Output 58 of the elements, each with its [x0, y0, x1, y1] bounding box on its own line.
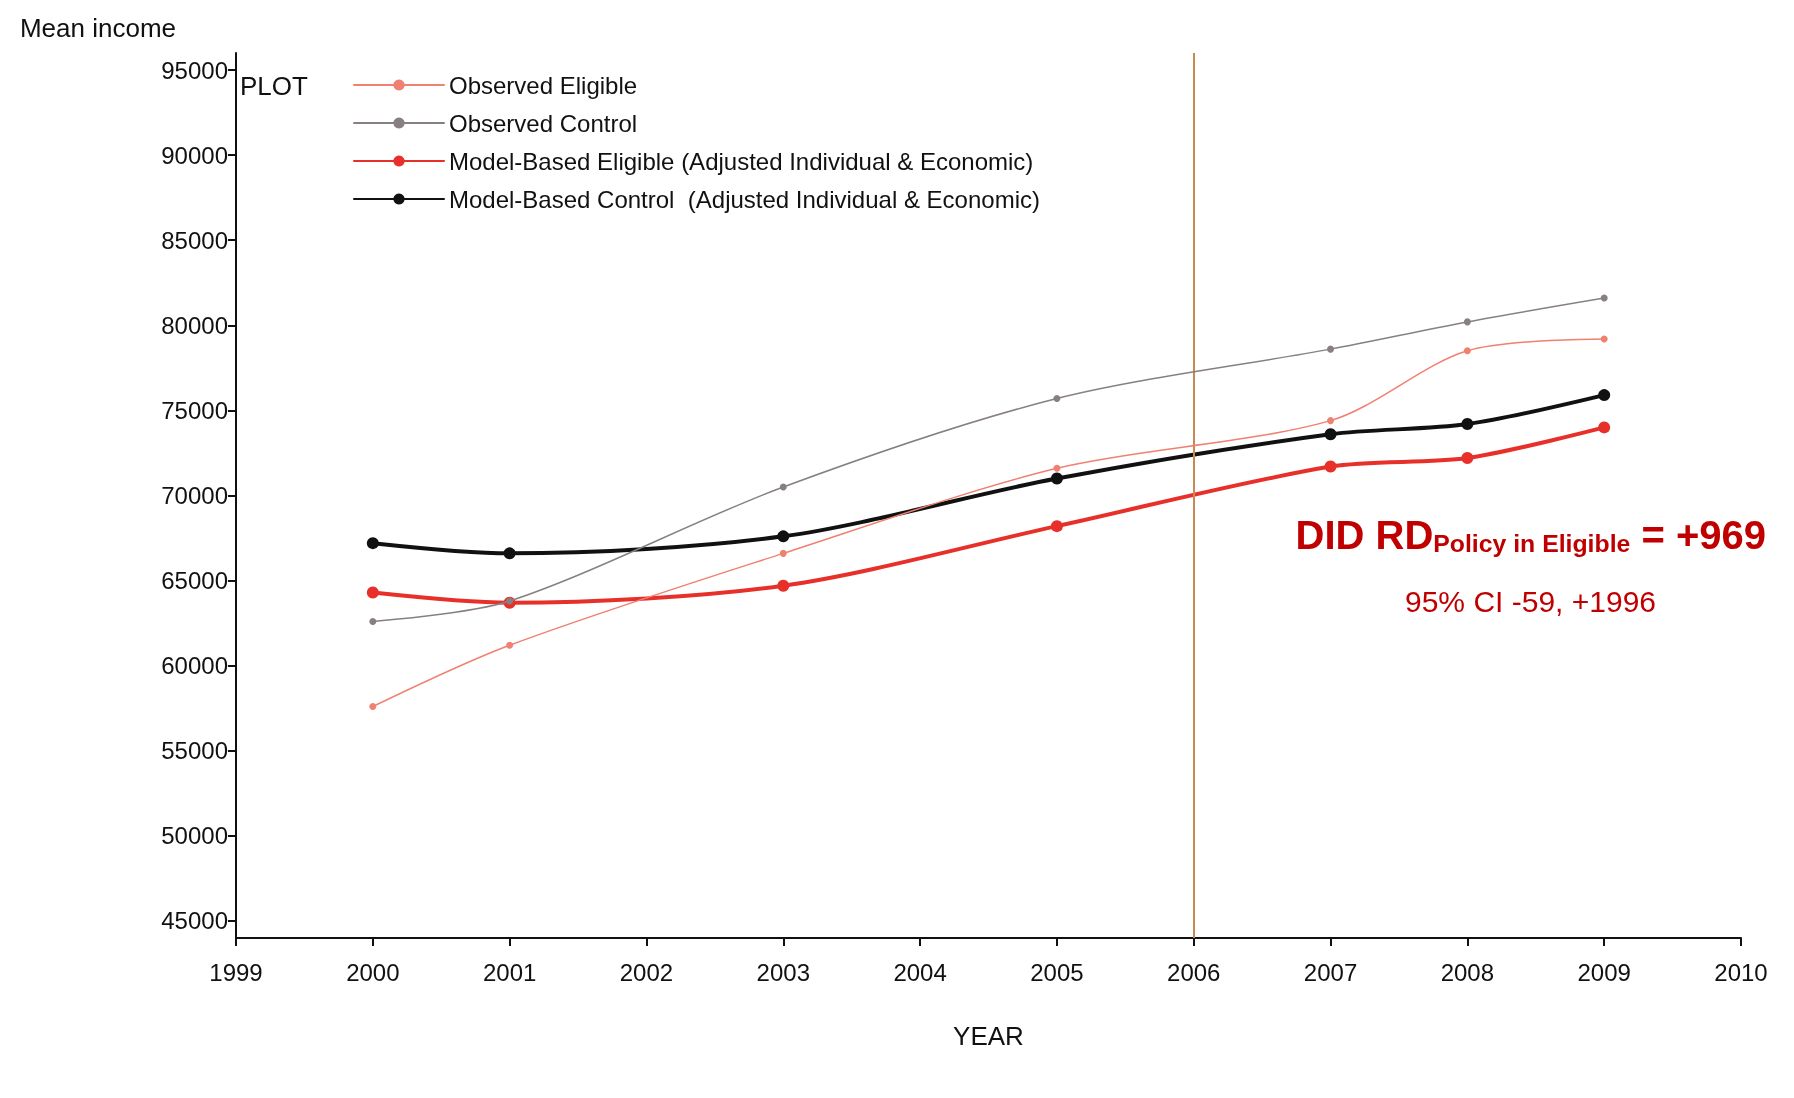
point: [1324, 428, 1337, 441]
legend-label: Model-Based Control (Adjusted Individual & Economic): [449, 185, 1040, 213]
x-tick-label: 2003: [756, 958, 810, 986]
x-axis-title: YEAR: [953, 1021, 1024, 1051]
annotation: DID RDPolicy in Eligible = +969: [1295, 512, 1766, 557]
y-tick-label: 95000: [161, 56, 228, 84]
y-tick-label: 80000: [161, 311, 228, 339]
point: [366, 586, 379, 599]
point: [1050, 520, 1063, 533]
point: [1327, 417, 1335, 425]
x-tick-label: 2010: [1714, 958, 1768, 986]
y-tick-label: 50000: [161, 822, 228, 850]
point: [1324, 460, 1337, 473]
point: [1461, 418, 1474, 431]
x-tick-label: 2006: [1167, 958, 1221, 986]
point: [777, 530, 790, 543]
legend-label: Model-Based Eligible (Adjusted Individual & Economic): [449, 147, 1034, 175]
x-tick-label: 2007: [1303, 958, 1358, 986]
x-tick-label: 2009: [1577, 958, 1631, 986]
y-tick-label: 75000: [161, 396, 228, 424]
x-tick-label: 2004: [893, 958, 947, 986]
point: [1053, 394, 1061, 402]
x-tick-label: 2001: [482, 958, 537, 986]
point: [779, 549, 787, 557]
point: [369, 617, 377, 625]
x-tick-label: 2008: [1440, 958, 1495, 986]
point: [1600, 294, 1608, 302]
y-axis-title: Mean income: [19, 13, 176, 43]
annotation: PLOT: [240, 71, 309, 101]
point: [1461, 452, 1474, 465]
point: [1598, 389, 1611, 402]
y-tick-label: 45000: [161, 907, 228, 935]
point: [779, 483, 787, 491]
legend-label: Observed Eligible: [449, 71, 638, 99]
point: [1327, 345, 1335, 353]
point: [1463, 318, 1471, 326]
annotation: 95% CI -59, +1996: [1405, 584, 1657, 618]
point: [1600, 335, 1608, 343]
point: [503, 547, 516, 560]
legend-label: Observed Control: [449, 109, 638, 137]
y-tick-label: 85000: [161, 226, 228, 254]
x-tick-label: 1999: [209, 958, 263, 986]
y-tick-label: 65000: [161, 567, 228, 595]
y-tick-label: 70000: [161, 482, 228, 509]
point: [1050, 472, 1063, 485]
y-tick-label: 60000: [161, 652, 228, 680]
y-tick-label: 90000: [161, 141, 228, 169]
x-tick-label: 2000: [346, 958, 400, 986]
point: [1598, 421, 1611, 434]
point: [366, 537, 379, 550]
x-tick-label: 2002: [619, 958, 674, 986]
point: [777, 579, 790, 592]
point: [1053, 464, 1061, 472]
y-tick-label: 55000: [161, 737, 228, 765]
x-tick-label: 2005: [1030, 958, 1084, 986]
point: [1463, 347, 1471, 355]
point: [369, 703, 377, 711]
point: [506, 641, 514, 649]
